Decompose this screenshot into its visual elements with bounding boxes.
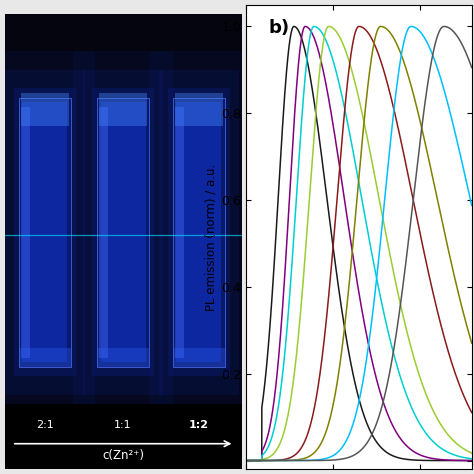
- Bar: [5, 14, 242, 413]
- Bar: [5, 404, 242, 469]
- Bar: [168, 88, 230, 376]
- Bar: [173, 348, 225, 367]
- Bar: [175, 93, 223, 126]
- Bar: [100, 107, 108, 358]
- Bar: [21, 93, 69, 126]
- Bar: [100, 93, 147, 126]
- Text: 2:1: 2:1: [36, 420, 54, 430]
- Bar: [92, 88, 154, 376]
- Bar: [176, 102, 221, 363]
- Bar: [0, 51, 95, 413]
- Text: 1:2: 1:2: [189, 420, 209, 430]
- Bar: [83, 70, 164, 395]
- Bar: [14, 88, 76, 376]
- Bar: [22, 102, 67, 363]
- Bar: [19, 98, 71, 367]
- Y-axis label: PL emission (norm) / a.u.: PL emission (norm) / a.u.: [204, 164, 217, 310]
- Bar: [159, 70, 239, 395]
- Text: b): b): [269, 18, 290, 36]
- Text: c(Zn²⁺): c(Zn²⁺): [102, 449, 144, 462]
- Bar: [100, 102, 146, 363]
- Text: 1:1: 1:1: [114, 420, 132, 430]
- Bar: [175, 107, 183, 358]
- Bar: [173, 98, 225, 367]
- Bar: [73, 51, 173, 413]
- Bar: [19, 348, 71, 367]
- Bar: [21, 107, 29, 358]
- Bar: [5, 70, 85, 395]
- Bar: [97, 98, 149, 367]
- Bar: [149, 51, 249, 413]
- Bar: [97, 348, 149, 367]
